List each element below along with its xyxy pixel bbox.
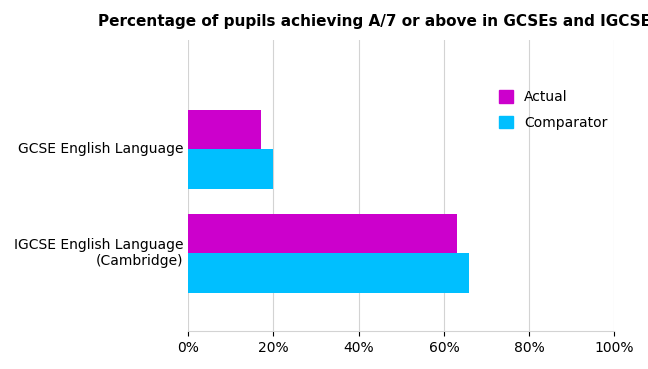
Bar <box>189 253 470 293</box>
Bar <box>189 149 273 189</box>
Legend: Actual, Comparator: Actual, Comparator <box>499 90 607 130</box>
Title: Percentage of pupils achieving A/7 or above in GCSEs and IGCSE, 2017: Percentage of pupils achieving A/7 or ab… <box>98 14 648 29</box>
Bar <box>189 110 260 149</box>
Bar <box>189 214 457 253</box>
